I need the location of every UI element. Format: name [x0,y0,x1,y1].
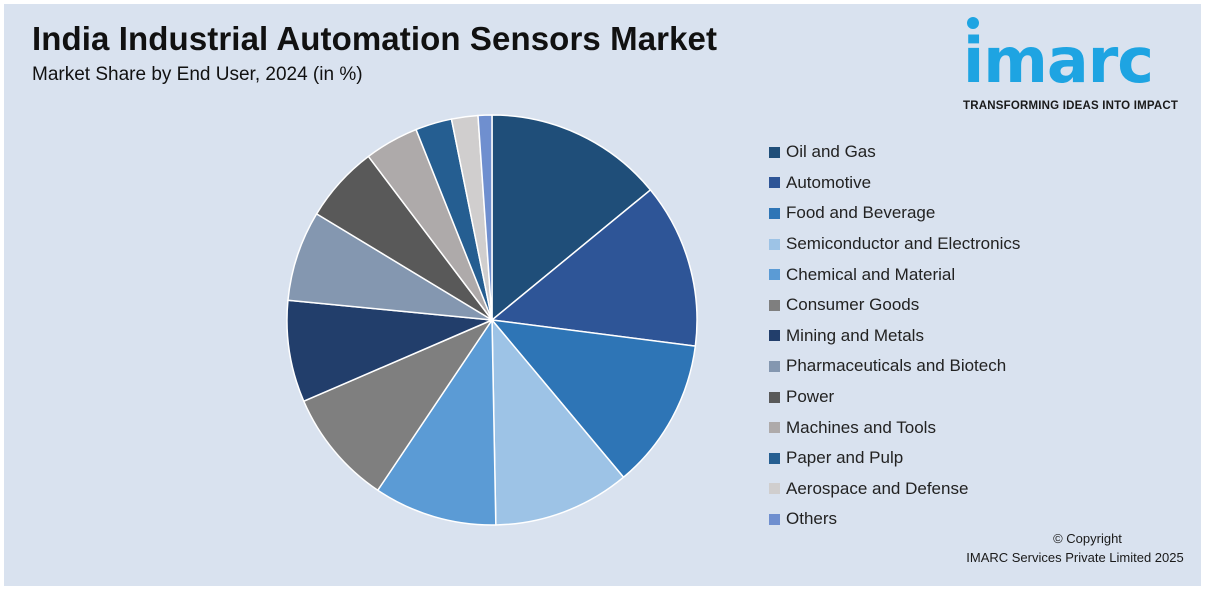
legend-label: Power [786,387,835,407]
legend-item: Chemical and Material [769,259,1020,290]
pie-slice-mining-and-metals [286,299,493,402]
legend-label: Chemical and Material [786,264,956,284]
legend-swatch [769,452,780,464]
chart-title: India Industrial Automation Sensors Mark… [32,20,718,57]
imarc-logo: imarc TRANSFORMING IDEAS INTO IMPACT [955,14,1195,118]
legend-swatch [769,269,780,281]
legend-item: Aerospace and Defense [769,474,1020,505]
logo-tagline: TRANSFORMING IDEAS INTO IMPACT [963,100,1179,112]
legend-swatch [769,146,780,158]
pie-slice-semiconductor-and-electronics [491,319,625,526]
legend-label: Food and Beverage [786,203,936,223]
pie-slice-chemical-and-material [377,319,497,526]
legend-item: Consumer Goods [769,290,1020,321]
legend-swatch [769,513,780,525]
pie-slice-consumer-goods [303,319,493,491]
legend-item: Others [769,504,1020,535]
copyright-line-1: © Copyright [1053,531,1122,546]
copyright-notice: © Copyright IMARC Services Private Limit… [960,529,1190,567]
legend-label: Semiconductor and Electronics [786,234,1021,254]
legend-swatch [769,299,780,311]
legend-label: Automotive [786,172,872,192]
legend-swatch [769,360,780,372]
legend-label: Mining and Metals [786,325,924,345]
legend-label: Paper and Pulp [786,448,904,468]
legend-label: Others [786,509,838,529]
legend-swatch [769,483,780,495]
pie-slice-others [477,114,493,321]
legend-label: Pharmaceuticals and Biotech [786,356,1007,376]
legend-item: Mining and Metals [769,321,1020,352]
legend-item: Paper and Pulp [769,443,1020,474]
legend-swatch [769,207,780,219]
pie-slice-oil-and-gas [491,114,652,321]
chart-subtitle: Market Share by End User, 2024 (in %) [32,64,363,85]
legend-swatch [769,177,780,189]
chart-legend: Oil and Gas Automotive Food and Beverage Se… [769,137,1020,535]
copyright-line-2: IMARC Services Private Limited 2025 [966,550,1184,565]
logo-dot-icon [967,17,979,29]
legend-swatch [769,422,780,434]
legend-item: Semiconductor and Electronics [769,229,1020,260]
legend-label: Oil and Gas [786,142,876,162]
logo-brand-text: imarc [963,24,1154,97]
pie-chart [286,114,698,526]
legend-item: Power [769,382,1020,413]
legend-label: Consumer Goods [786,295,920,315]
legend-item: Food and Beverage [769,198,1020,229]
legend-item: Pharmaceuticals and Biotech [769,351,1020,382]
legend-label: Machines and Tools [786,417,936,437]
legend-swatch [769,330,780,342]
pie-slice-food-and-beverage [491,319,697,478]
legend-item: Automotive [769,168,1020,199]
legend-item: Oil and Gas [769,137,1020,168]
pie-slice-automotive [491,189,698,347]
legend-label: Aerospace and Defense [786,478,969,498]
legend-item: Machines and Tools [769,412,1020,443]
legend-swatch [769,238,780,250]
legend-swatch [769,391,780,403]
